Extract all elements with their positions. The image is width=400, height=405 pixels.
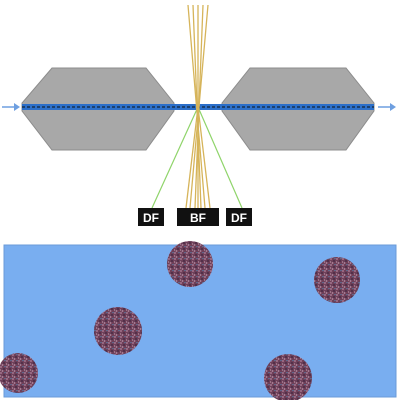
particle xyxy=(0,353,38,393)
bf-label: BF xyxy=(177,208,219,226)
df-left-label: DF xyxy=(138,208,164,226)
particle xyxy=(94,307,142,355)
incident-arrow-icon xyxy=(2,103,20,111)
df-left-text: DF xyxy=(143,211,159,225)
df-right-label: DF xyxy=(226,208,252,226)
specimen-panel xyxy=(0,241,397,402)
transmitted-arrow-icon xyxy=(378,103,396,111)
dark-field-rays xyxy=(151,106,243,209)
bf-text: BF xyxy=(190,211,206,225)
bright-field-rays xyxy=(185,4,211,209)
lens-diagram: DF BF DF xyxy=(2,4,396,226)
particle xyxy=(264,354,312,402)
particle xyxy=(314,257,360,303)
particle xyxy=(167,241,213,287)
df-right-text: DF xyxy=(231,211,247,225)
